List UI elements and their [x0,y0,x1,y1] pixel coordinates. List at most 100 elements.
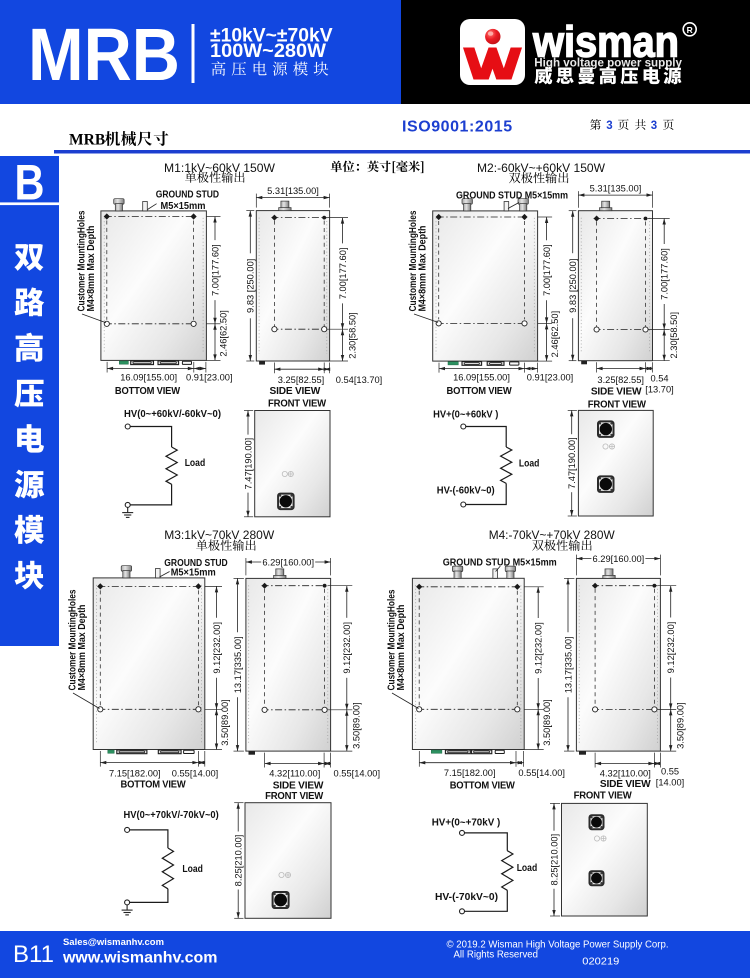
svg-text:BOTTOM VIEW: BOTTOM VIEW [115,386,181,397]
svg-text:HV-(-60kV~0): HV-(-60kV~0) [437,486,495,497]
svg-text:7.00[177.60]: 7.00[177.60] [542,244,552,296]
svg-text:3.50[89.00]: 3.50[89.00] [220,699,230,746]
svg-text:GROUND STUD: GROUND STUD [164,558,227,569]
svg-text:2.30[58.50]: 2.30[58.50] [669,312,679,359]
svg-text:Customer MountingHoles: Customer MountingHoles [67,589,78,690]
svg-text:GROUND STUD M5×15mm: GROUND STUD M5×15mm [443,558,557,569]
svg-text:HV-(-70kV~0): HV-(-70kV~0) [435,892,498,903]
svg-text:7.15[182.00]: 7.15[182.00] [109,769,161,779]
svg-text:4.32[110.00]: 4.32[110.00] [600,768,651,778]
svg-text:M4×8mm Max Depth: M4×8mm Max Depth [396,605,407,691]
svg-text:7.00[177.60]: 7.00[177.60] [210,244,220,296]
svg-text:0.91[23.00]: 0.91[23.00] [186,372,233,382]
svg-text:wisman: wisman [532,18,679,67]
svg-text:M1:1kV~60kV 150W: M1:1kV~60kV 150W [164,161,275,175]
svg-text:3.25[82.55]: 3.25[82.55] [597,375,644,385]
svg-text:4.32[110.00]: 4.32[110.00] [269,768,320,778]
svg-text:M3:1kV~70kV 280W: M3:1kV~70kV 280W [164,528,274,542]
svg-text:BOTTOM VIEW: BOTTOM VIEW [450,781,516,792]
svg-text:Load: Load [519,459,540,470]
svg-text:Sales@wismanhv.com: Sales@wismanhv.com [63,937,164,948]
svg-text:M4×8mm Max Depth: M4×8mm Max Depth [77,605,88,691]
svg-text:0.55: 0.55 [661,767,679,777]
svg-text:FRONT VIEW: FRONT VIEW [265,791,324,802]
svg-text:9.83 [250.00]: 9.83 [250.00] [568,259,578,313]
svg-text:Customer MountingHoles: Customer MountingHoles [408,210,419,311]
svg-text:www.wismanhv.com: www.wismanhv.com [62,950,218,967]
svg-text:9.12[232.00]: 9.12[232.00] [342,622,352,674]
svg-text:7.00[177.60]: 7.00[177.60] [660,248,670,300]
svg-text:13.17[335.00]: 13.17[335.00] [563,636,573,693]
svg-text:0.55[14.00]: 0.55[14.00] [172,769,219,779]
svg-text:Load: Load [182,864,203,875]
svg-text:9.83 [250.00]: 9.83 [250.00] [246,259,256,313]
svg-text:Load: Load [517,863,538,874]
svg-text:Customer MountingHoles: Customer MountingHoles [387,589,398,690]
svg-text:M4×8mm Max Depth: M4×8mm Max Depth [86,226,97,312]
svg-text:GROUND STUD M5×15mm: GROUND STUD M5×15mm [456,191,568,202]
svg-text:HV+(0~+60kV ): HV+(0~+60kV ) [433,409,498,420]
svg-text:GROUND STUD: GROUND STUD [156,190,219,201]
svg-text:7.15[182.00]: 7.15[182.00] [444,768,496,778]
svg-text:9.12[232.00]: 9.12[232.00] [666,622,676,674]
svg-text:B11: B11 [13,941,54,968]
svg-text:3.50[89.00]: 3.50[89.00] [542,699,552,746]
svg-text:2.46[62.50]: 2.46[62.50] [550,311,560,358]
svg-text:SIDE VIEW: SIDE VIEW [273,781,324,792]
svg-text:M5×15mm: M5×15mm [171,568,216,579]
svg-text:3.50[89.00]: 3.50[89.00] [352,702,362,749]
svg-text:5.31[135.00]: 5.31[135.00] [590,184,642,194]
svg-text:0.91[23.00]: 0.91[23.00] [527,372,574,382]
svg-text:3: 3 [651,120,657,132]
svg-text:020219: 020219 [582,957,619,968]
svg-text:±10kV~±70kV: ±10kV~±70kV [210,26,333,47]
svg-text:MRB: MRB [69,132,105,149]
svg-text:3: 3 [606,120,612,132]
svg-text:0.54: 0.54 [650,374,668,384]
svg-text:FRONT VIEW: FRONT VIEW [588,400,647,411]
svg-text:8.25[210.00]: 8.25[210.00] [549,834,559,886]
svg-text:16.09[155.00]: 16.09[155.00] [453,372,510,382]
svg-text:© 2019.2 Wisman High Voltage P: © 2019.2 Wisman High Voltage Power Suppl… [447,940,669,951]
svg-text:SIDE VIEW: SIDE VIEW [591,387,642,398]
svg-text:[14.00]: [14.00] [656,778,684,788]
svg-text:BOTTOM VIEW: BOTTOM VIEW [447,386,513,397]
svg-text:HV(0~+60kV/-60kV~0): HV(0~+60kV/-60kV~0) [124,409,221,420]
svg-text:[13.70]: [13.70] [645,385,673,395]
svg-text:High voltage power supply: High voltage power supply [534,58,682,70]
svg-text:M4:-70kV~+70kV 280W: M4:-70kV~+70kV 280W [489,528,615,542]
svg-text:2.46[62.50]: 2.46[62.50] [219,310,229,357]
svg-text:6.29[160.00]: 6.29[160.00] [262,557,314,567]
svg-text:0.55[14.00]: 0.55[14.00] [334,768,381,778]
svg-text:Customer MountingHoles: Customer MountingHoles [76,210,87,311]
svg-text:M2:-60kV~+60kV 150W: M2:-60kV~+60kV 150W [477,161,605,175]
svg-text:0.54[13.70]: 0.54[13.70] [336,375,383,385]
svg-text:All Rights Reserved: All Rights Reserved [454,950,539,961]
svg-text:6.29[160.00]: 6.29[160.00] [593,554,645,564]
svg-text:5.31[135.00]: 5.31[135.00] [267,186,319,196]
svg-text:7.00[177.60]: 7.00[177.60] [338,248,348,300]
svg-text:2.30[58.50]: 2.30[58.50] [347,312,357,359]
svg-text:100W~280W: 100W~280W [210,41,326,62]
svg-text:0.55[14.00]: 0.55[14.00] [518,768,565,778]
svg-text:13.17[335.00]: 13.17[335.00] [233,636,243,693]
svg-text:8.25[210.00]: 8.25[210.00] [234,835,244,887]
svg-text:7.47[190.00]: 7.47[190.00] [567,437,577,489]
svg-text:HV+(0~+70kV ): HV+(0~+70kV ) [432,818,501,829]
svg-text:9.12[232.00]: 9.12[232.00] [212,622,222,674]
svg-text:BOTTOM VIEW: BOTTOM VIEW [121,780,187,791]
svg-text:7.47[190.00]: 7.47[190.00] [243,438,253,490]
svg-text:3.25[82.55]: 3.25[82.55] [278,375,325,385]
svg-text:HV(0~+70kV/-70kV~0): HV(0~+70kV/-70kV~0) [124,810,219,821]
svg-text:9.12[232.00]: 9.12[232.00] [534,622,544,674]
svg-text:3.50[89.00]: 3.50[89.00] [676,702,686,749]
svg-text:FRONT VIEW: FRONT VIEW [268,399,327,410]
svg-text:ISO9001:2015: ISO9001:2015 [402,119,513,136]
svg-text:M5×15mm: M5×15mm [161,201,206,212]
svg-text:Load: Load [185,458,206,469]
svg-text:MRB: MRB [28,13,180,96]
svg-text:R: R [687,25,693,35]
svg-text:M4×8mm Max Depth: M4×8mm Max Depth [418,226,429,312]
svg-text:SIDE VIEW: SIDE VIEW [600,779,651,790]
svg-text:SIDE VIEW: SIDE VIEW [270,386,321,397]
